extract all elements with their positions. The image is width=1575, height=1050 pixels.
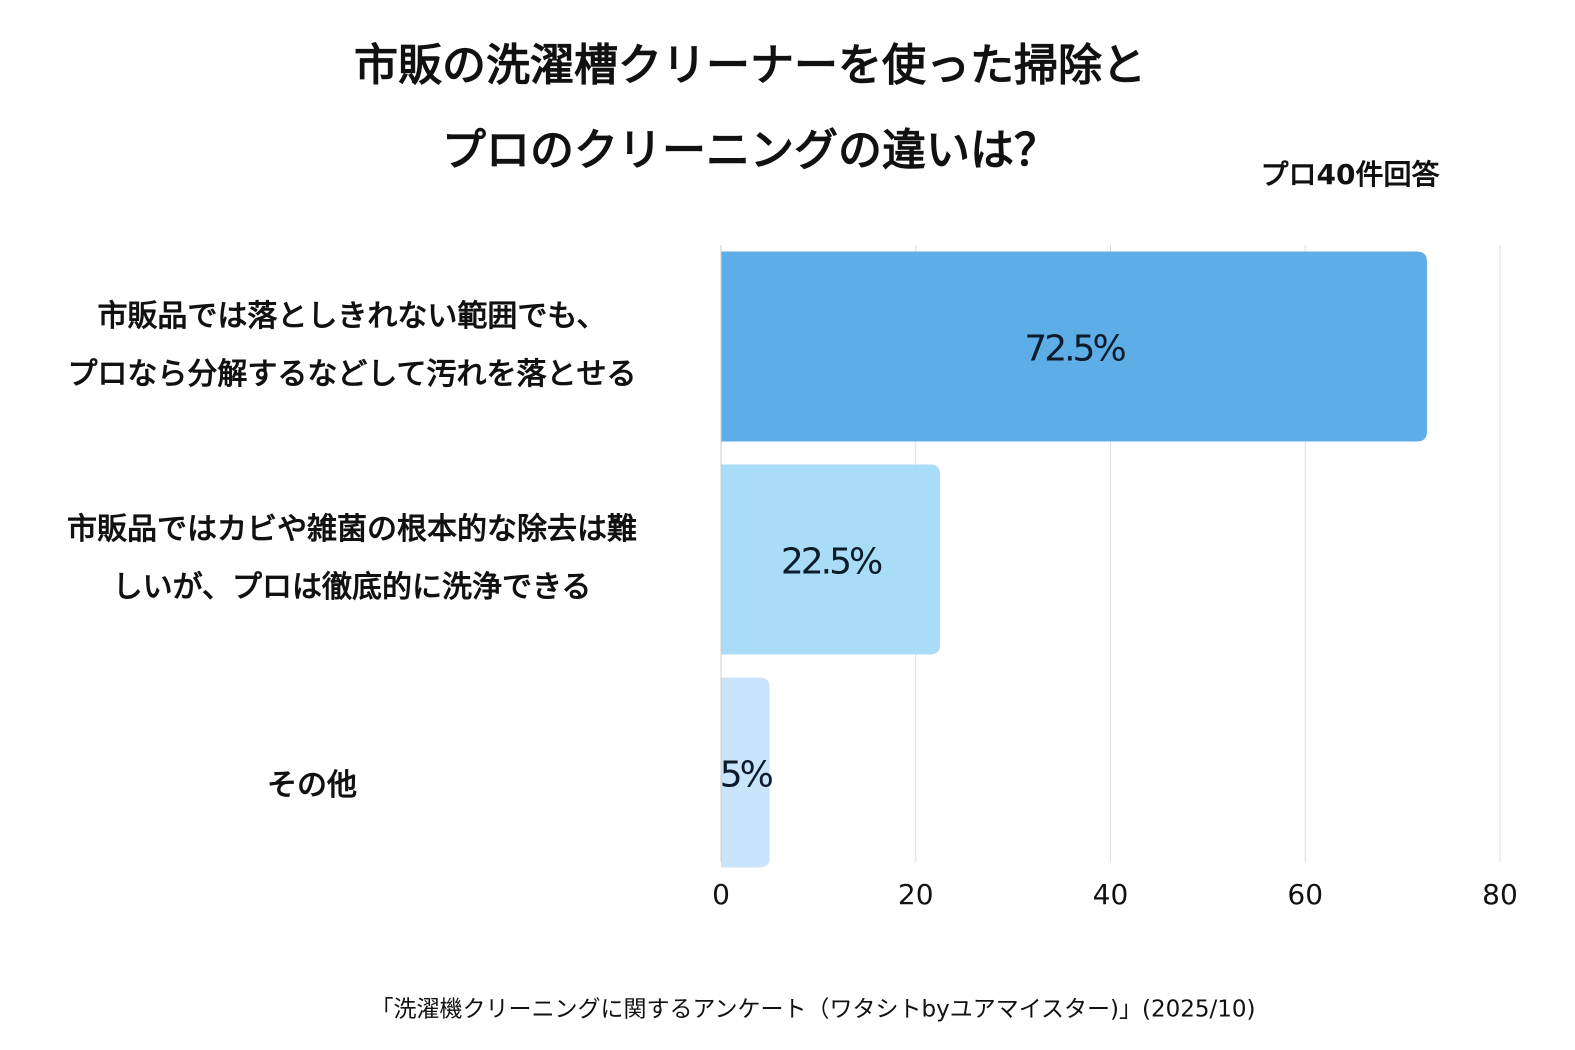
- chart-title: プロのクリーニングの違いは？: [442, 125, 1058, 176]
- chart-title: 市販の洗濯槽クリーナーを使った掃除と: [354, 40, 1146, 91]
- bar: [721, 677, 770, 868]
- x-tick-label: 80: [1482, 878, 1518, 911]
- x-tick-label: 60: [1287, 878, 1323, 911]
- value-label: 22.5%: [781, 542, 882, 583]
- bar: [721, 251, 1427, 442]
- subtitle: プロ40件回答: [1261, 158, 1441, 191]
- y-tick-label: しいが、プロは徹底的に洗浄できる: [113, 570, 592, 605]
- bar: [721, 464, 941, 655]
- source: 「洗濯機クリーニングに関するアンケート（ワタシトbyユアマイスター)」(2025…: [370, 997, 1255, 1023]
- y-tick-label: 市販品では落としきれない範囲でも、: [97, 299, 606, 334]
- x-tick-label: 20: [898, 878, 934, 911]
- y-tick-label: 市販品ではカビや雑菌の根本的な除去は難: [67, 512, 637, 547]
- x-tick-label: 40: [1093, 878, 1129, 911]
- x-tick-label: 0: [712, 878, 730, 911]
- y-tick-label: その他: [267, 768, 357, 803]
- value-label: 72.5%: [1024, 329, 1125, 370]
- y-tick-label: プロなら分解するなどして汚れを落とせる: [67, 357, 636, 392]
- value-label: 5%: [720, 755, 773, 796]
